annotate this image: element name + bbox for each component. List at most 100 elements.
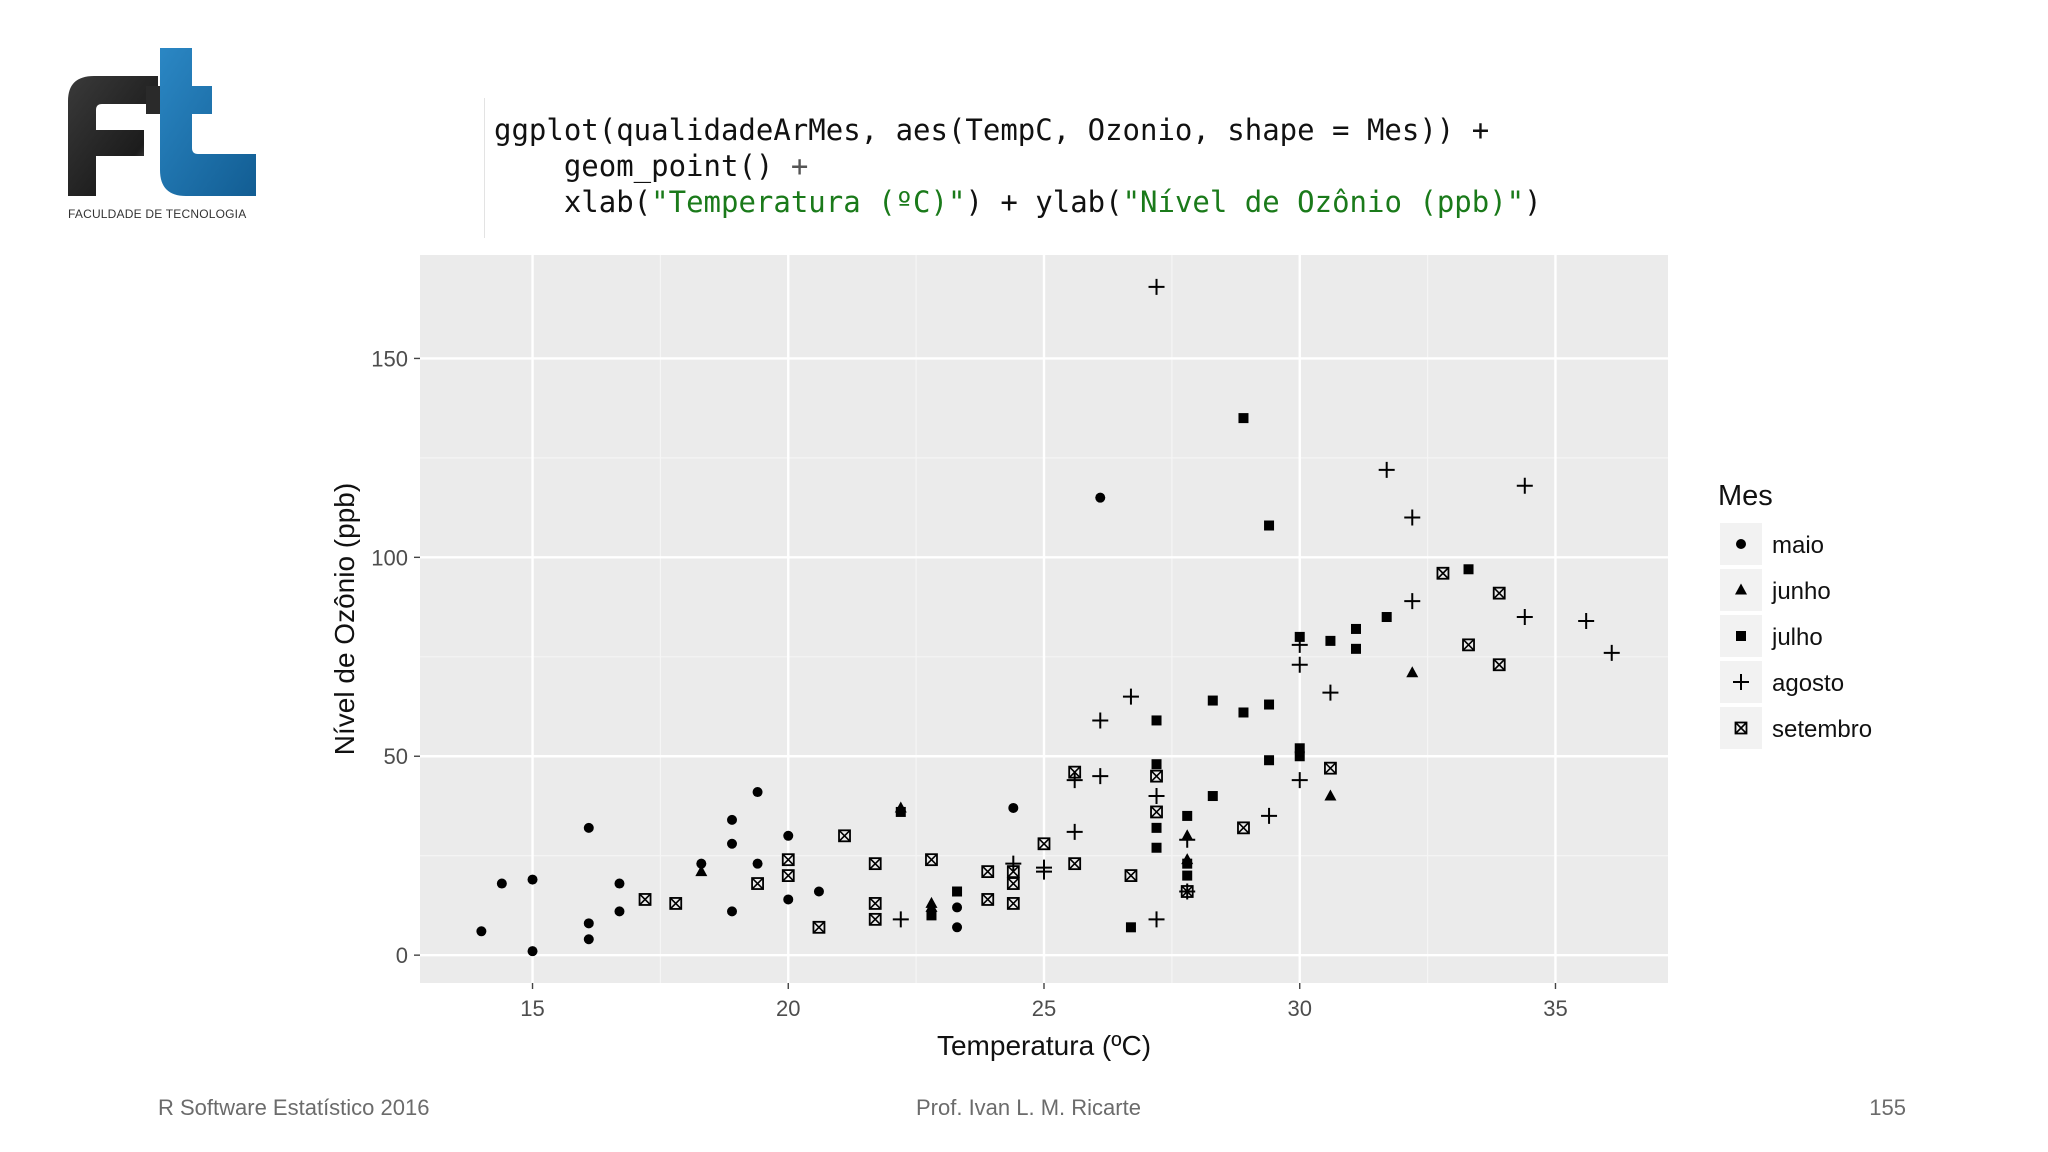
marker-shape <box>528 875 538 885</box>
marker-shape <box>1325 636 1335 646</box>
data-point-maio <box>614 879 624 889</box>
marker-shape <box>476 926 486 936</box>
marker-shape <box>1182 871 1192 881</box>
data-point-maio <box>497 879 507 889</box>
data-point-maio <box>528 946 538 956</box>
y-tick-label: 100 <box>371 545 408 570</box>
marker-shape <box>814 887 824 897</box>
marker-shape <box>952 922 962 932</box>
marker-shape <box>926 910 936 920</box>
data-point-maio <box>584 934 594 944</box>
marker-shape <box>1152 843 1162 853</box>
legend-label-setembro: setembro <box>1772 716 1872 743</box>
marker-shape <box>1208 696 1218 706</box>
data-point-julho <box>1182 871 1192 881</box>
data-point-maio <box>528 875 538 885</box>
footer-center: Prof. Ivan L. M. Ricarte <box>916 1095 1141 1121</box>
x-tick-label: 30 <box>1287 996 1311 1021</box>
data-point-julho <box>1264 521 1274 531</box>
marker-shape <box>1382 612 1392 622</box>
marker-shape <box>727 815 737 825</box>
marker-shape <box>584 823 594 833</box>
marker-shape <box>1008 803 1018 813</box>
data-point-julho <box>952 887 962 897</box>
data-point-julho <box>1264 755 1274 765</box>
data-point-julho <box>1238 413 1248 423</box>
marker-shape <box>1736 539 1746 549</box>
marker-shape <box>528 946 538 956</box>
marker-shape <box>783 894 793 904</box>
data-point-julho <box>1182 811 1192 821</box>
marker-shape <box>1264 521 1274 531</box>
y-tick-label: 0 <box>396 943 408 968</box>
data-point-maio <box>814 887 824 897</box>
y-tick-label: 150 <box>371 346 408 371</box>
marker-shape <box>614 879 624 889</box>
data-point-maio <box>783 831 793 841</box>
y-tick-label: 50 <box>384 744 408 769</box>
marker-shape <box>1295 751 1305 761</box>
marker-shape <box>1152 759 1162 769</box>
marker-shape <box>1464 564 1474 574</box>
data-point-maio <box>476 926 486 936</box>
data-point-julho <box>1351 644 1361 654</box>
marker-shape <box>727 906 737 916</box>
legend-label-maio: maio <box>1772 532 1824 559</box>
marker-shape <box>1351 624 1361 634</box>
data-point-maio <box>584 918 594 928</box>
legend-marker-maio <box>1736 539 1746 549</box>
footer-page-number: 155 <box>1869 1095 1906 1121</box>
marker-shape <box>1238 707 1248 717</box>
data-point-julho <box>926 910 936 920</box>
marker-shape <box>896 807 906 817</box>
marker-shape <box>753 859 763 869</box>
data-point-julho <box>1238 707 1248 717</box>
legend-marker-julho <box>1736 631 1746 641</box>
data-point-julho <box>1126 922 1136 932</box>
data-point-julho <box>1295 751 1305 761</box>
data-point-julho <box>1464 564 1474 574</box>
footer-left: R Software Estatístico 2016 <box>158 1095 429 1121</box>
data-point-maio <box>727 815 737 825</box>
marker-shape <box>1208 791 1218 801</box>
marker-shape <box>727 839 737 849</box>
legend-label-junho: junho <box>1771 578 1831 605</box>
marker-shape <box>614 906 624 916</box>
marker-shape <box>952 902 962 912</box>
data-point-maio <box>952 922 962 932</box>
data-point-julho <box>1264 700 1274 710</box>
marker-shape <box>783 831 793 841</box>
data-point-maio <box>727 906 737 916</box>
marker-shape <box>1736 631 1746 641</box>
y-axis-title: Nível de Ozônio (ppb) <box>329 483 360 755</box>
data-point-maio <box>584 823 594 833</box>
data-point-julho <box>1382 612 1392 622</box>
marker-shape <box>753 787 763 797</box>
data-point-maio <box>727 839 737 849</box>
marker-shape <box>1264 700 1274 710</box>
legend-title: Mes <box>1718 480 1773 512</box>
data-point-julho <box>1208 791 1218 801</box>
x-tick-label: 25 <box>1032 996 1056 1021</box>
data-point-julho <box>1351 624 1361 634</box>
data-point-julho <box>1152 759 1162 769</box>
data-point-maio <box>952 902 962 912</box>
marker-shape <box>1152 715 1162 725</box>
data-point-maio <box>783 894 793 904</box>
x-tick-label: 20 <box>776 996 800 1021</box>
data-point-maio <box>753 787 763 797</box>
marker-shape <box>1152 823 1162 833</box>
marker-shape <box>1126 922 1136 932</box>
x-tick-label: 15 <box>520 996 544 1021</box>
marker-shape <box>584 934 594 944</box>
marker-shape <box>1351 644 1361 654</box>
data-point-maio <box>1095 493 1105 503</box>
marker-shape <box>1238 413 1248 423</box>
marker-shape <box>1182 811 1192 821</box>
marker-shape <box>1182 859 1192 869</box>
data-point-maio <box>753 859 763 869</box>
marker-shape <box>1095 493 1105 503</box>
data-point-maio <box>1008 803 1018 813</box>
